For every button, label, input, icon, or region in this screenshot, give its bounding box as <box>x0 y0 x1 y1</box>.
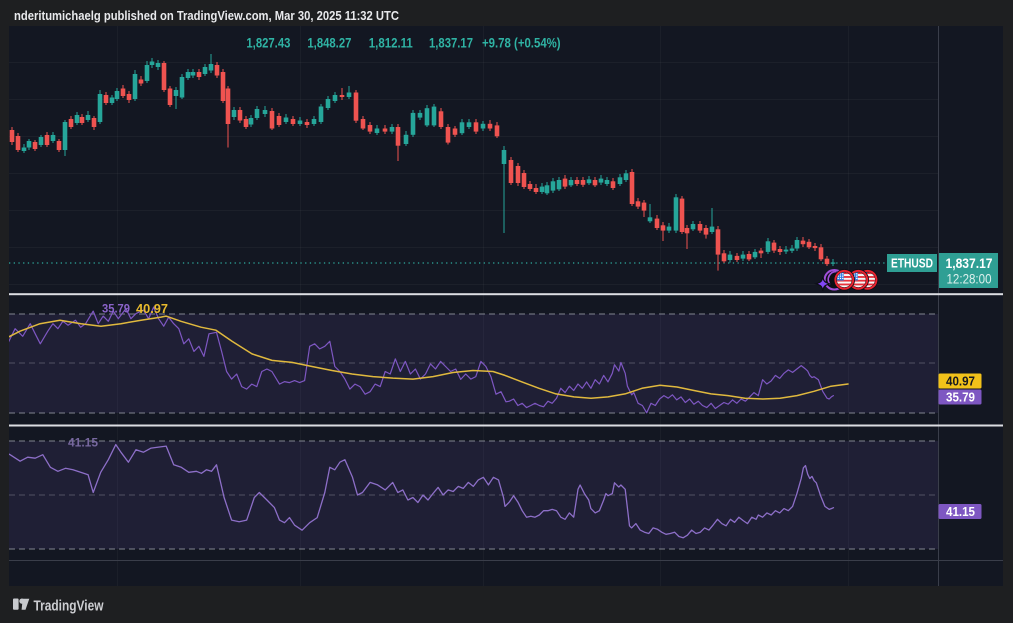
svg-text:1,837.17: 1,837.17 <box>946 255 993 271</box>
svg-text:+9.78 (+0.54%): +9.78 (+0.54%) <box>482 35 561 51</box>
svg-text:41.15: 41.15 <box>946 505 975 519</box>
svg-text:nderitumichaelg published on T: nderitumichaelg published on TradingView… <box>14 8 400 23</box>
svg-text:TradingView: TradingView <box>34 599 105 615</box>
svg-text:1,837.17: 1,837.17 <box>429 35 473 51</box>
svg-text:35.79: 35.79 <box>102 302 130 316</box>
svg-text:ETHUSD: ETHUSD <box>891 256 933 271</box>
svg-text:35.79: 35.79 <box>946 391 975 405</box>
svg-text:1,848.27: 1,848.27 <box>307 35 351 51</box>
svg-text:12:28:00: 12:28:00 <box>947 271 992 287</box>
svg-text:40.97: 40.97 <box>136 301 168 316</box>
svg-text:41.15: 41.15 <box>68 436 98 450</box>
svg-text:1,812.11: 1,812.11 <box>369 35 413 51</box>
svg-text:40.97: 40.97 <box>946 375 975 389</box>
svg-text:1,827.43: 1,827.43 <box>246 35 290 51</box>
